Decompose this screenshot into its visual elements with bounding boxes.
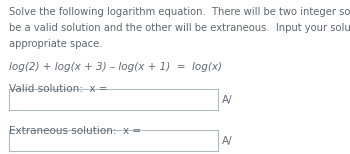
Text: A/: A/ — [222, 95, 233, 105]
Text: appropriate space.: appropriate space. — [9, 39, 103, 49]
Text: A/: A/ — [222, 136, 233, 146]
Text: Valid solution:  x =: Valid solution: x = — [9, 84, 108, 94]
Text: Solve the following logarithm equation.  There will be two integer solutions - o: Solve the following logarithm equation. … — [9, 7, 350, 17]
Text: be a valid solution and the other will be extraneous.  Input your solutions in t: be a valid solution and the other will b… — [9, 23, 350, 33]
Text: Extraneous solution:  x =: Extraneous solution: x = — [9, 126, 141, 136]
Text: log(2) + log(x + 3) – log(x + 1)  =  log(x): log(2) + log(x + 3) – log(x + 1) = log(x… — [9, 62, 223, 72]
